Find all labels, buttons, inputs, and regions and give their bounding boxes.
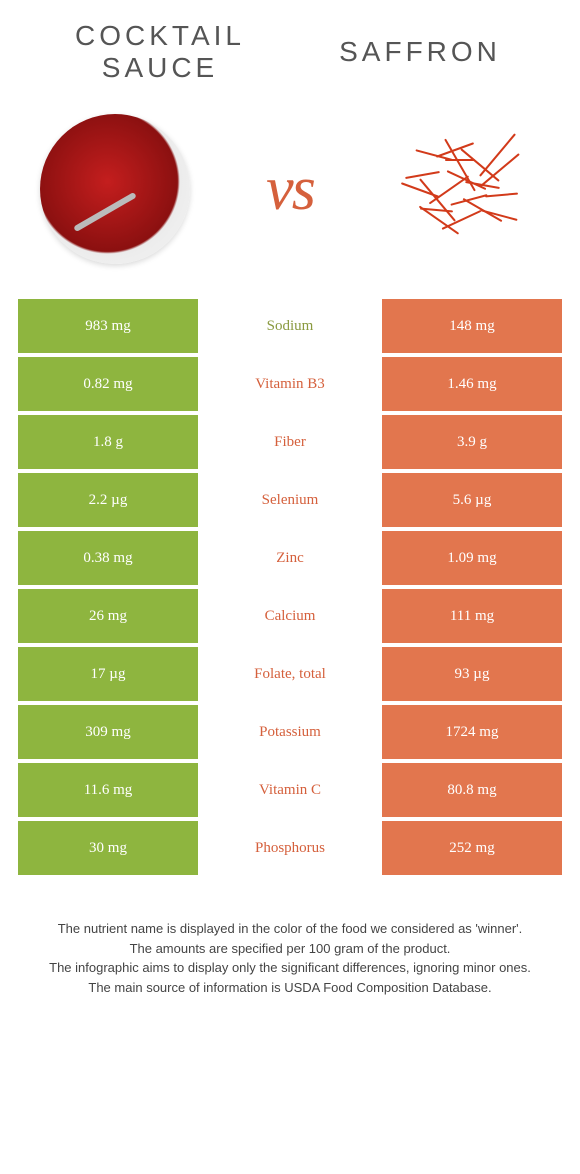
left-value-cell: 30 mg — [18, 821, 198, 875]
left-value-cell: 309 mg — [18, 705, 198, 759]
nutrient-label-cell: Fiber — [198, 415, 382, 469]
left-value-cell: 2.2 µg — [18, 473, 198, 527]
footer-notes: The nutrient name is displayed in the co… — [0, 879, 580, 997]
right-food-title: Saffron — [290, 36, 550, 68]
cocktail-sauce-icon — [40, 114, 190, 264]
table-row: 26 mgCalcium111 mg — [18, 589, 562, 643]
right-value-cell: 1.09 mg — [382, 531, 562, 585]
left-food-image — [30, 104, 200, 274]
table-row: 0.82 mgVitamin B31.46 mg — [18, 357, 562, 411]
header: Cocktail sauce Saffron — [0, 0, 580, 94]
right-food-image — [380, 104, 550, 274]
right-value-cell: 93 µg — [382, 647, 562, 701]
left-food-title: Cocktail sauce — [30, 20, 290, 84]
table-row: 17 µgFolate, total93 µg — [18, 647, 562, 701]
table-row: 11.6 mgVitamin C80.8 mg — [18, 763, 562, 817]
table-row: 1.8 gFiber3.9 g — [18, 415, 562, 469]
nutrient-label-cell: Phosphorus — [198, 821, 382, 875]
right-value-cell: 111 mg — [382, 589, 562, 643]
nutrient-label-cell: Calcium — [198, 589, 382, 643]
left-value-cell: 1.8 g — [18, 415, 198, 469]
footer-line: The main source of information is USDA F… — [35, 978, 545, 998]
nutrient-label-cell: Sodium — [198, 299, 382, 353]
footer-line: The nutrient name is displayed in the co… — [35, 919, 545, 939]
right-value-cell: 5.6 µg — [382, 473, 562, 527]
nutrient-label-cell: Folate, total — [198, 647, 382, 701]
right-value-cell: 1724 mg — [382, 705, 562, 759]
table-row: 983 mgSodium148 mg — [18, 299, 562, 353]
left-value-cell: 983 mg — [18, 299, 198, 353]
image-row: vs — [0, 94, 580, 299]
left-value-cell: 0.82 mg — [18, 357, 198, 411]
right-value-cell: 148 mg — [382, 299, 562, 353]
nutrient-label-cell: Vitamin C — [198, 763, 382, 817]
right-value-cell: 3.9 g — [382, 415, 562, 469]
nutrient-label-cell: Potassium — [198, 705, 382, 759]
saffron-icon — [395, 144, 535, 234]
right-value-cell: 1.46 mg — [382, 357, 562, 411]
nutrient-label-cell: Zinc — [198, 531, 382, 585]
table-row: 309 mgPotassium1724 mg — [18, 705, 562, 759]
right-value-cell: 80.8 mg — [382, 763, 562, 817]
left-value-cell: 26 mg — [18, 589, 198, 643]
left-value-cell: 0.38 mg — [18, 531, 198, 585]
left-value-cell: 17 µg — [18, 647, 198, 701]
table-row: 0.38 mgZinc1.09 mg — [18, 531, 562, 585]
footer-line: The amounts are specified per 100 gram o… — [35, 939, 545, 959]
table-row: 2.2 µgSelenium5.6 µg — [18, 473, 562, 527]
comparison-table: 983 mgSodium148 mg0.82 mgVitamin B31.46 … — [18, 299, 562, 875]
vs-label: vs — [256, 154, 324, 225]
left-value-cell: 11.6 mg — [18, 763, 198, 817]
nutrient-label-cell: Selenium — [198, 473, 382, 527]
footer-line: The infographic aims to display only the… — [35, 958, 545, 978]
nutrient-label-cell: Vitamin B3 — [198, 357, 382, 411]
table-row: 30 mgPhosphorus252 mg — [18, 821, 562, 875]
right-value-cell: 252 mg — [382, 821, 562, 875]
